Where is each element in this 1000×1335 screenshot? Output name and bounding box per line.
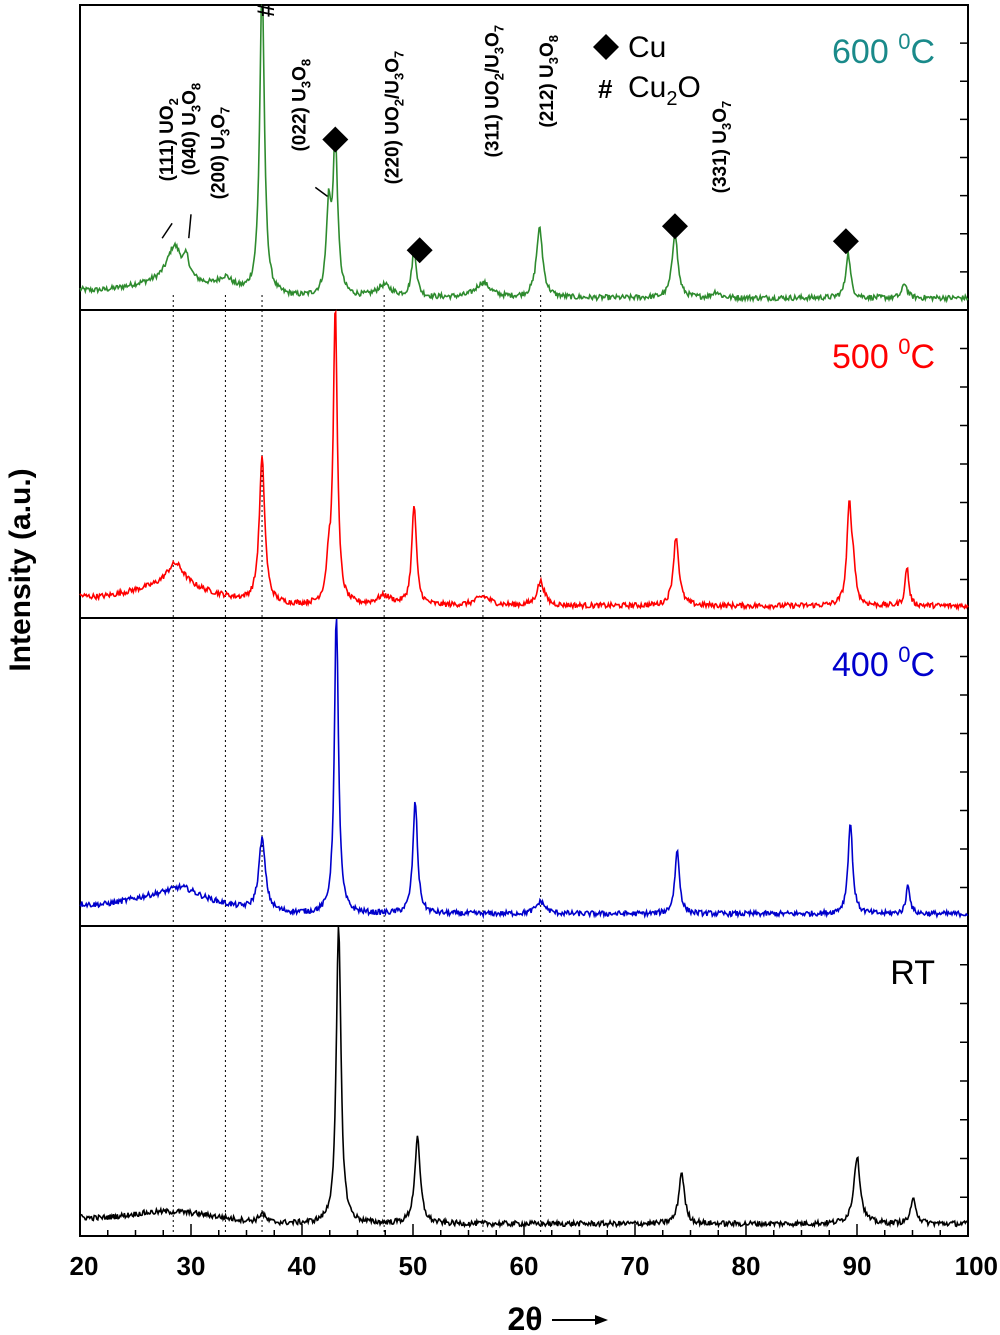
cu-marker xyxy=(661,213,688,240)
x-tick-label: 20 xyxy=(70,1251,99,1281)
peak-label: (200) U3O7 xyxy=(208,107,232,200)
x-tick-label: 50 xyxy=(399,1251,428,1281)
x-axis-label: 2θ xyxy=(507,1301,542,1335)
peak-label: (220) UO2/U3O7 xyxy=(383,51,407,185)
x-tick-label: 80 xyxy=(732,1251,761,1281)
peak-label: (311) UO2/U3O7 xyxy=(482,25,506,158)
peak-label: (111) UO2 xyxy=(157,98,181,181)
phase-markers: # xyxy=(253,4,859,264)
x-tick-label: 30 xyxy=(177,1251,206,1281)
y-axis-label: Intensity (a.u.) xyxy=(4,468,37,671)
legend-cu-symbol xyxy=(593,34,619,60)
panel-frame-3 xyxy=(79,925,969,1237)
x-tick-label: 60 xyxy=(510,1251,539,1281)
panel-labels: 600 0C 500 0C 400 0C RT xyxy=(832,29,935,992)
peak-label: (212) U3O8 xyxy=(537,35,561,128)
cu-marker xyxy=(406,237,433,264)
x-tick-label: 40 xyxy=(288,1251,317,1281)
legend-cu2o-symbol: # xyxy=(598,74,613,104)
annotation-arrow xyxy=(188,214,192,239)
series-line xyxy=(79,4,969,304)
x-tick-label: 90 xyxy=(843,1251,872,1281)
series-label: 600 0C xyxy=(832,29,935,71)
series-label: 500 0C xyxy=(832,334,935,376)
annotation-arrow xyxy=(314,186,328,197)
cu-marker xyxy=(832,228,859,255)
legend-cu2o-label: Cu2O xyxy=(628,71,701,110)
series-label: 400 0C xyxy=(832,642,935,684)
series-line xyxy=(79,618,969,920)
legend-cu-label: Cu xyxy=(628,31,666,64)
reference-lines xyxy=(172,295,542,1234)
series-line xyxy=(79,926,969,1229)
peak-label: (331) U3O7 xyxy=(710,101,734,194)
cu2o-marker: # xyxy=(253,4,280,17)
x-axis-arrowhead xyxy=(595,1315,608,1325)
cu-marker xyxy=(322,126,349,153)
x-axis: 20 30 40 50 60 70 80 90 100 xyxy=(70,1224,998,1281)
series-line xyxy=(79,309,969,612)
x-tick-label: 70 xyxy=(621,1251,650,1281)
x-tick-label: 100 xyxy=(955,1251,998,1281)
peak-annotations: (111) UO2(040) U3O8(200) U3O7 (022) U3O8 (… xyxy=(157,25,734,239)
peak-label: (040) U3O8 xyxy=(179,83,203,176)
annotation-arrow xyxy=(161,222,173,239)
series-label: RT xyxy=(890,954,935,992)
x-axis-title: 2θ xyxy=(507,1301,608,1335)
legend: Cu # Cu2O xyxy=(593,31,701,110)
peak-label: (022) U3O8 xyxy=(289,59,313,152)
